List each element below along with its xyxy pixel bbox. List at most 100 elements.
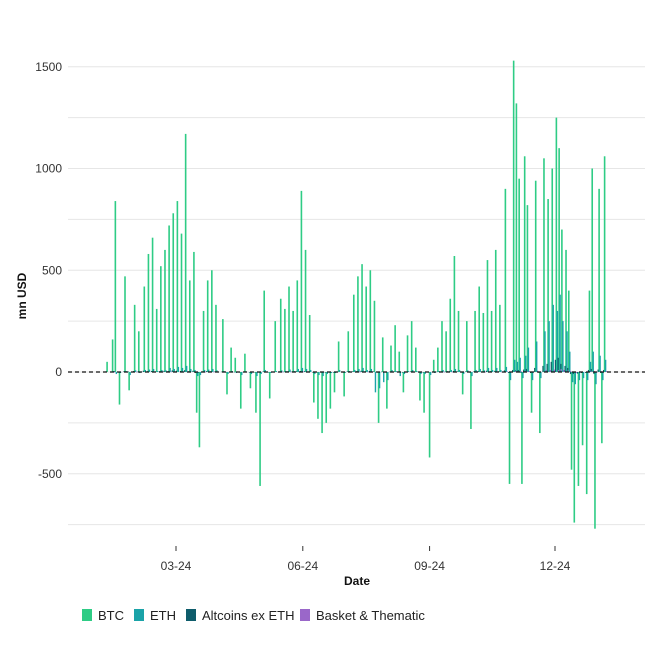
bar-eth [467,370,469,372]
bar-basket-thematic [484,371,486,373]
bar-btc [279,298,282,372]
bar-btc [581,372,584,446]
bar-btc [137,331,140,372]
bar-eth [429,372,432,376]
bar-btc [118,372,121,405]
bar-altcoins-ex-eth [585,372,587,374]
bar-basket-thematic [501,371,503,373]
bar-btc [347,331,350,372]
bar-btc [333,372,336,393]
bar-basket-thematic [560,368,562,372]
legend: BTC ETH Altcoins ex ETH Basket & Thematic [82,608,425,623]
legend-label: BTC [98,608,124,623]
bar-eth [395,370,397,372]
bar-btc [106,361,108,372]
y-axis-title: mn USD [15,272,29,319]
bar-eth [338,369,341,372]
bar-altcoins-ex-eth [295,371,297,372]
bar-btc [357,276,359,372]
bar-btc [577,372,580,486]
bar-btc [255,372,257,413]
bar-btc [222,319,224,372]
bar-btc [504,188,507,372]
bar-btc [588,290,591,372]
y-tick-label: -500 [38,467,62,481]
bar-eth [559,294,561,372]
bar-altcoins-ex-eth [546,363,548,372]
legend-swatch [300,609,310,621]
bar-btc [521,372,523,484]
bar-btc [398,351,401,372]
bar-eth [458,369,461,372]
bar-eth [152,368,155,372]
bar-basket-thematic [570,370,572,372]
bar-eth [305,368,308,372]
bar-btc [490,310,493,372]
bar-eth [165,370,167,372]
bar-eth [281,370,283,372]
bar-btc [268,372,271,399]
bar-altcoins-ex-eth [127,371,129,372]
bar-eth [500,369,502,372]
bar-btc [441,321,443,372]
bar-btc [402,372,405,393]
bar-eth [129,372,131,376]
bar-altcoins-ex-eth [372,371,375,372]
bar-altcoins-ex-eth [554,359,556,372]
bar-btc [133,304,136,372]
bar-btc [300,190,303,372]
bar-eth [157,370,159,372]
bar-btc [386,372,388,409]
bar-btc [591,168,594,372]
bar-eth [309,369,312,372]
bar-altcoins-ex-eth [113,371,115,372]
bar-btc [585,372,588,495]
bar-eth [516,361,519,372]
bar-altcoins-ex-eth [184,370,186,372]
bar-eth [569,351,571,372]
bar-btc [215,304,217,372]
legend-swatch [134,609,144,621]
bar-eth [134,370,137,372]
bar-eth [250,372,253,375]
bar-eth [552,304,554,372]
bar-btc [567,290,570,372]
bar-btc [211,270,213,372]
bar-btc [296,280,299,372]
bar-basket-thematic [557,369,559,372]
bar-btc [373,300,376,372]
bar-btc [415,347,417,372]
bar-btc [482,312,485,372]
x-tick-label: 09-24 [414,559,445,573]
bar-btc [288,286,290,372]
bar-btc [478,286,480,372]
bar-btc [352,294,355,372]
bar-btc [361,264,363,372]
bar-basket-thematic [213,371,215,373]
bar-eth [483,370,486,372]
bar-btc [234,357,237,372]
bar-eth [416,370,418,372]
bar-altcoins-ex-eth [557,357,559,372]
bar-basket-thematic [170,371,172,373]
bar-btc [453,256,456,372]
bar-btc [534,180,537,372]
bar-eth [181,367,184,372]
bar-altcoins-ex-eth [254,372,256,373]
bar-altcoins-ex-eth [593,372,595,375]
bar-btc [419,372,421,401]
bar-eth [531,372,534,381]
bar-basket-thematic [590,371,593,372]
bar-btc [317,372,319,419]
bar-btc [449,298,452,372]
bar-altcoins-ex-eth [523,369,525,372]
bar-btc [244,353,246,372]
bar-basket-thematic [549,369,551,372]
bar-altcoins-ex-eth [346,371,348,372]
bar-altcoins-ex-eth [163,370,165,372]
bar-btc [313,372,315,403]
bar-btc [230,347,232,372]
bar-altcoins-ex-eth [525,368,528,372]
bar-btc [180,233,183,372]
